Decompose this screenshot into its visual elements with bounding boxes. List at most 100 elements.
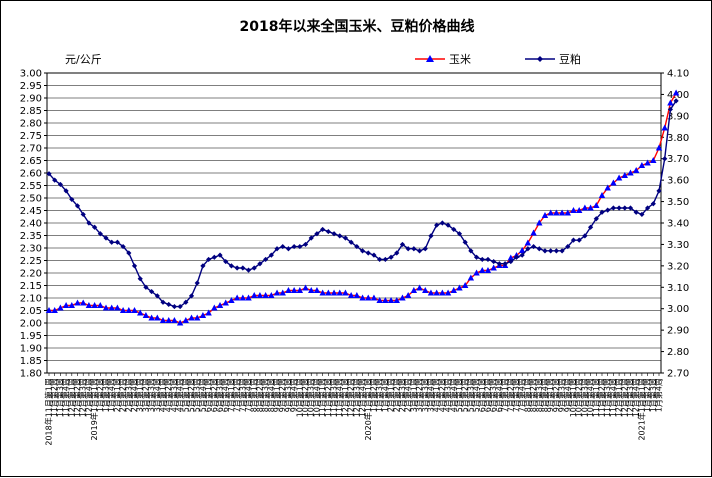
corn-point (182, 317, 190, 323)
corn-point (119, 307, 127, 313)
x-tick-label: 11月第1周 (317, 378, 327, 417)
corn-point (547, 209, 554, 216)
x-tick-label: 12月第4周 (83, 378, 93, 417)
soymeal-point (656, 188, 662, 194)
left-tick-label: 2.50 (20, 194, 42, 205)
soymeal-point (394, 250, 400, 256)
soymeal-point (126, 250, 132, 256)
soymeal-point (291, 243, 297, 250)
legend-marker-soymeal (537, 56, 543, 62)
corn-point (188, 314, 195, 321)
soymeal-point (52, 177, 58, 183)
x-tick-label: 2月第4周 (129, 378, 139, 412)
soymeal-point (405, 246, 411, 252)
x-tick-label: 6月第4周 (494, 378, 504, 412)
soymeal-point (650, 201, 656, 207)
corn-point (205, 309, 212, 316)
right-tick-label: 3.90 (667, 111, 689, 122)
soymeal-point (479, 256, 485, 263)
x-tick-label: 11月第3周 (602, 378, 612, 417)
corn-point (456, 284, 463, 291)
soymeal-point (263, 256, 269, 263)
corn-point (604, 184, 611, 191)
soymeal-point (285, 246, 292, 252)
gridlines (47, 72, 661, 374)
soymeal-point (662, 156, 668, 162)
x-tick-label: 10月第4周 (311, 378, 321, 417)
corn-point (518, 247, 526, 253)
corn-point (479, 267, 486, 273)
soymeal-point (382, 256, 388, 263)
corn-point (216, 302, 224, 308)
corn-point (91, 302, 98, 308)
x-tick-label: 7月第3周 (511, 378, 521, 412)
x-tick-label: 9月第3周 (283, 378, 293, 412)
x-tick-label: 12月第3周 (625, 378, 635, 417)
x-tick-label: 8月第1周 (249, 378, 259, 412)
x-tick-label: 1月第3周 (648, 378, 658, 412)
x-tick-label: 6月第4周 (220, 378, 230, 412)
corn-point (176, 319, 184, 326)
corn-point (553, 209, 560, 216)
corn-point (45, 307, 53, 313)
soymeal-point (177, 303, 183, 310)
soymeal-point (211, 254, 217, 260)
chart-title: 2018年以来全国玉米、豆粕价格曲线 (240, 18, 475, 35)
soymeal-point (587, 224, 594, 230)
left-tick-label: 2.15 (20, 281, 42, 292)
corn-point (102, 304, 110, 311)
corn-point (97, 302, 104, 308)
x-tick-label: 12月第3周 (78, 378, 88, 417)
soymeal-point (160, 299, 166, 305)
soymeal-point (582, 233, 588, 239)
corn-point (330, 289, 338, 296)
x-tick-label: 6月第3周 (215, 378, 225, 412)
corn-point (302, 284, 309, 291)
x-tick-label: 6月第3周 (488, 378, 498, 412)
x-tick-label: 10月第3周 (306, 378, 316, 417)
soymeal-point (109, 239, 115, 245)
x-tick-label: 12月第1周 (340, 378, 350, 417)
x-tick-label: 4月第3周 (443, 378, 453, 412)
soymeal-point (228, 263, 235, 269)
corn-point (57, 304, 64, 311)
corn-point (137, 309, 144, 316)
x-tick-label: 3月第3周 (420, 378, 430, 412)
x-tick-label: 2月第1周 (112, 378, 122, 412)
corn-point (450, 287, 457, 293)
corn-point (68, 302, 76, 308)
soymeal-point (508, 258, 514, 265)
corn-point (593, 202, 600, 208)
soymeal-point (525, 246, 531, 252)
plot-area (46, 72, 662, 374)
x-tick-label: 2月第2周 (391, 378, 401, 412)
x-tick-label: 12月第4周 (631, 378, 641, 417)
corn-point (376, 297, 383, 303)
corn-point (530, 229, 537, 236)
x-tick-label: 1月第2周 (368, 378, 378, 412)
soymeal-point (188, 293, 195, 299)
x-tick-label: 7月第4周 (243, 378, 253, 412)
corn-point (359, 294, 366, 301)
right-tick-label: 2.80 (667, 347, 689, 358)
soymeal-point (559, 248, 565, 254)
soymeal-point (639, 211, 645, 218)
x-tick-label: 1月第2周 (95, 378, 105, 412)
x-tick-label: 9月第4周 (289, 378, 299, 412)
soymeal-point (69, 196, 75, 203)
soymeal-point (183, 299, 189, 305)
corn-point (108, 304, 115, 311)
soymeal-point (223, 258, 229, 265)
corn-point (422, 287, 429, 293)
x-tick-label: 10月第1周 (294, 378, 304, 417)
x-tick-label: 3月第2周 (140, 378, 150, 412)
left-tick-label: 2.75 (20, 131, 42, 142)
corn-point (228, 297, 235, 303)
soymeal-point (473, 254, 480, 260)
left-tick-label: 2.70 (20, 144, 42, 155)
corn-point (165, 317, 172, 323)
soymeal-point (456, 231, 463, 237)
corn-point (627, 169, 634, 176)
x-tick-label: 4月第1周 (431, 378, 441, 412)
corn-point (615, 174, 623, 181)
